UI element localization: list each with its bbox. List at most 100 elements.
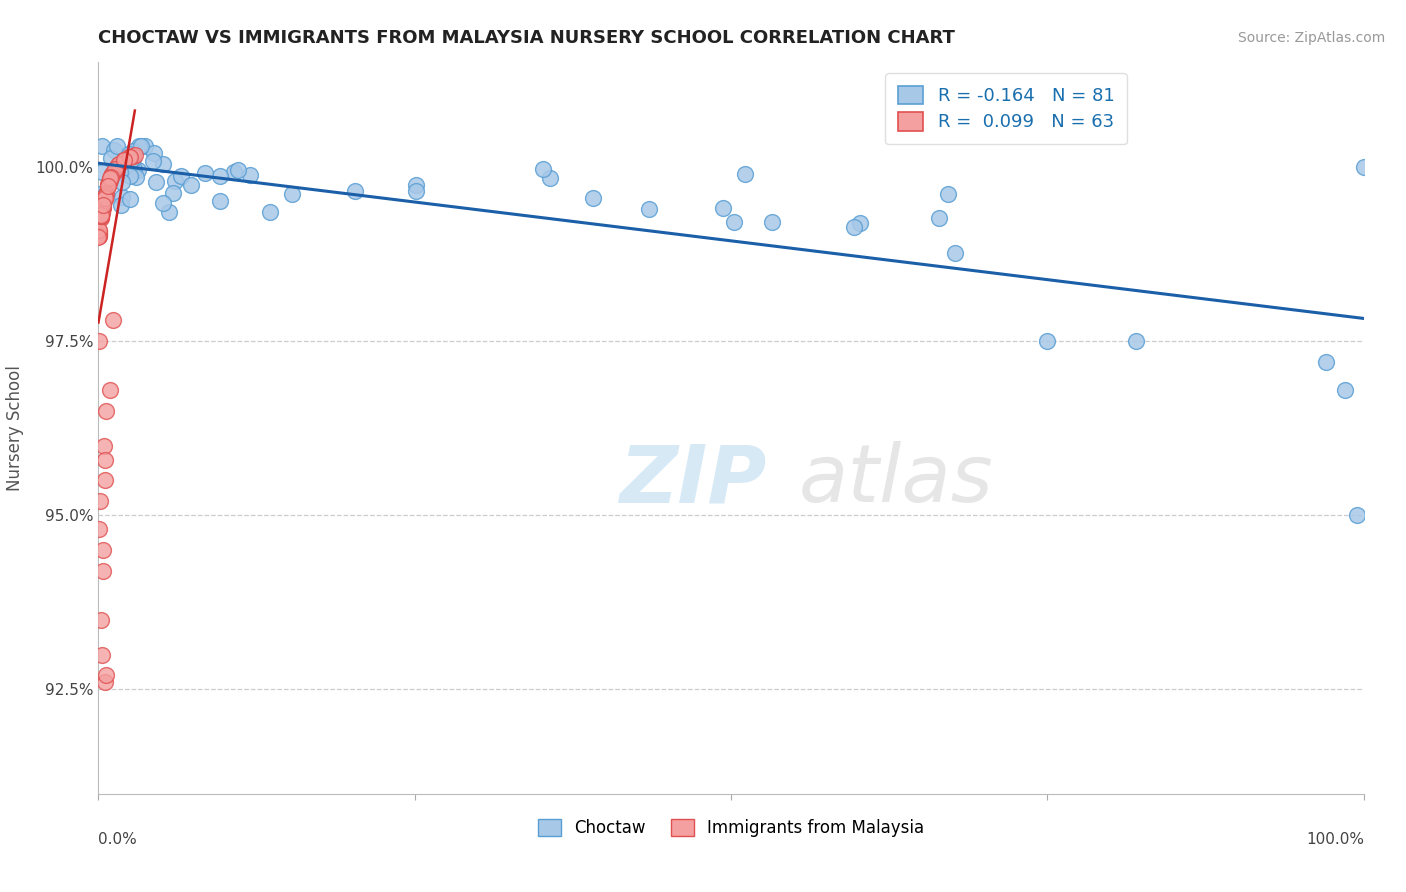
Point bbox=[110, 197, 132, 211]
Point bbox=[209, 194, 232, 208]
Point bbox=[94, 187, 117, 202]
Point bbox=[97, 178, 120, 193]
Point bbox=[163, 173, 186, 187]
Point bbox=[110, 164, 132, 178]
Point bbox=[208, 169, 231, 184]
Point bbox=[90, 206, 112, 220]
Point bbox=[125, 169, 148, 184]
Point bbox=[93, 675, 117, 690]
Point bbox=[638, 202, 661, 216]
Point bbox=[162, 186, 184, 201]
Point bbox=[118, 147, 141, 161]
Point bbox=[1353, 160, 1375, 174]
Point bbox=[405, 178, 427, 193]
Point bbox=[143, 145, 166, 160]
Point bbox=[127, 162, 149, 177]
Point bbox=[100, 171, 122, 186]
Point bbox=[111, 175, 134, 189]
Point bbox=[145, 175, 167, 189]
Point bbox=[98, 383, 121, 397]
Point bbox=[100, 169, 122, 184]
Point bbox=[723, 214, 745, 228]
Point bbox=[91, 198, 114, 212]
Point bbox=[111, 153, 134, 167]
Point bbox=[152, 157, 174, 171]
Point bbox=[117, 161, 139, 176]
Point bbox=[90, 613, 112, 627]
Point bbox=[118, 160, 141, 174]
Point bbox=[90, 209, 112, 223]
Point bbox=[87, 229, 110, 244]
Point bbox=[87, 227, 110, 241]
Point bbox=[1333, 383, 1355, 397]
Point bbox=[848, 216, 870, 230]
Point bbox=[91, 200, 114, 214]
Point bbox=[103, 144, 125, 158]
Point bbox=[1315, 355, 1337, 369]
Point bbox=[97, 177, 120, 191]
Point bbox=[259, 205, 281, 219]
Point bbox=[94, 189, 117, 203]
Point bbox=[531, 162, 554, 177]
Point bbox=[104, 165, 127, 179]
Point bbox=[157, 204, 180, 219]
Point bbox=[538, 171, 561, 186]
Point bbox=[93, 564, 115, 578]
Point bbox=[120, 153, 142, 167]
Point bbox=[111, 190, 134, 204]
Point bbox=[222, 165, 245, 179]
Point bbox=[89, 223, 111, 237]
Point bbox=[734, 167, 756, 181]
Point bbox=[93, 439, 115, 453]
Point bbox=[1347, 508, 1369, 523]
Point bbox=[100, 169, 122, 184]
Point bbox=[713, 201, 735, 215]
Point bbox=[405, 185, 427, 199]
Point bbox=[103, 165, 125, 179]
Point bbox=[928, 211, 950, 226]
Point bbox=[121, 144, 143, 158]
Point bbox=[89, 494, 111, 508]
Text: 0.0%: 0.0% bbox=[98, 832, 138, 847]
Point bbox=[582, 191, 605, 205]
Point bbox=[93, 191, 115, 205]
Point bbox=[94, 186, 117, 200]
Legend: Choctaw, Immigrants from Malaysia: Choctaw, Immigrants from Malaysia bbox=[531, 813, 931, 844]
Point bbox=[94, 668, 117, 682]
Point bbox=[90, 209, 112, 223]
Point bbox=[97, 179, 120, 194]
Point bbox=[87, 227, 110, 241]
Point bbox=[98, 174, 121, 188]
Text: 100.0%: 100.0% bbox=[1306, 832, 1364, 847]
Point bbox=[93, 452, 117, 467]
Text: Source: ZipAtlas.com: Source: ZipAtlas.com bbox=[1237, 31, 1385, 45]
Point bbox=[142, 153, 165, 168]
Point bbox=[194, 166, 217, 180]
Point bbox=[91, 198, 114, 212]
Point bbox=[91, 201, 114, 215]
Point bbox=[118, 150, 141, 164]
Point bbox=[936, 187, 959, 202]
Text: CHOCTAW VS IMMIGRANTS FROM MALAYSIA NURSERY SCHOOL CORRELATION CHART: CHOCTAW VS IMMIGRANTS FROM MALAYSIA NURS… bbox=[98, 29, 955, 47]
Point bbox=[90, 211, 112, 226]
Text: atlas: atlas bbox=[799, 442, 993, 519]
Point bbox=[89, 334, 111, 348]
Point bbox=[101, 167, 124, 181]
Point bbox=[97, 176, 120, 190]
Point bbox=[87, 225, 110, 239]
Point bbox=[91, 648, 114, 662]
Point bbox=[226, 163, 249, 178]
Point bbox=[91, 191, 114, 205]
Point bbox=[124, 148, 146, 162]
Point bbox=[89, 522, 111, 536]
Point bbox=[108, 156, 131, 170]
Point bbox=[104, 161, 127, 176]
Point bbox=[91, 139, 114, 153]
Point bbox=[1125, 334, 1147, 348]
Point bbox=[170, 169, 193, 183]
Point bbox=[90, 210, 112, 224]
Point bbox=[94, 474, 117, 488]
Point bbox=[134, 139, 156, 153]
Point bbox=[122, 162, 145, 177]
Point bbox=[90, 209, 112, 223]
